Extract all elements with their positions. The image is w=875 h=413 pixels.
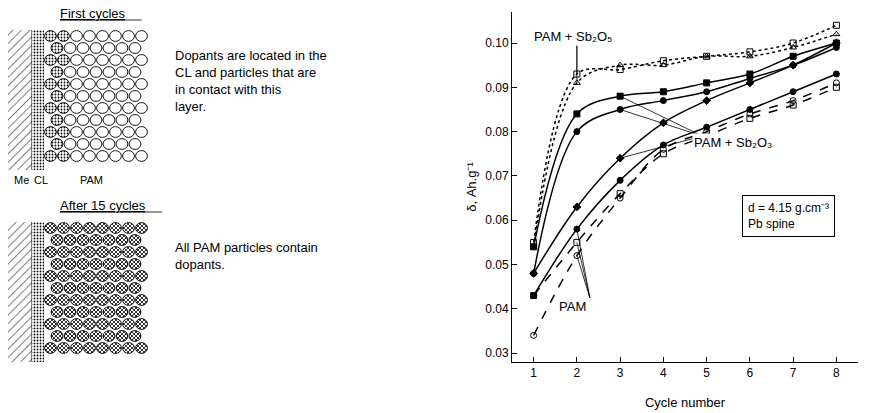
svg-text:dopants.: dopants. (175, 257, 225, 272)
svg-text:d = 4.15 g.cm⁻³Pb spine: d = 4.15 g.cm⁻³Pb spine (748, 201, 829, 231)
svg-text:6: 6 (747, 366, 754, 380)
svg-text:Me: Me (14, 174, 29, 186)
svg-text:PAM: PAM (80, 174, 103, 186)
svg-text:0.05: 0.05 (485, 258, 509, 272)
svg-text:Dopants are located in the: Dopants are located in the (175, 48, 327, 63)
svg-text:0.08: 0.08 (485, 125, 509, 139)
svg-text:PAM + Sb₂O₅: PAM + Sb₂O₅ (534, 29, 612, 44)
svg-text:0.07: 0.07 (485, 169, 509, 183)
svg-text:0.09: 0.09 (485, 81, 509, 95)
svg-text:0.04: 0.04 (485, 302, 509, 316)
svg-text:5: 5 (703, 366, 710, 380)
svg-text:3: 3 (617, 366, 624, 380)
svg-text:0.10: 0.10 (485, 36, 509, 50)
svg-text:Cycle number: Cycle number (645, 395, 726, 410)
svg-text:8: 8 (833, 366, 840, 380)
svg-text:0.06: 0.06 (485, 213, 509, 227)
svg-text:layer.: layer. (175, 99, 206, 114)
svg-text:First cycles: First cycles (60, 6, 126, 21)
svg-text:CL and particles that are: CL and particles that are (175, 65, 316, 80)
svg-text:in contact with this: in contact with this (175, 82, 282, 97)
svg-text:0.03: 0.03 (485, 346, 509, 360)
svg-text:7: 7 (790, 366, 797, 380)
svg-text:2: 2 (574, 366, 581, 380)
svg-text:After 15 cycles: After 15 cycles (60, 198, 146, 213)
svg-text:PAM + Sb₂O₃: PAM + Sb₂O₃ (694, 135, 772, 150)
svg-text:PAM: PAM (559, 299, 586, 314)
svg-text:CL: CL (34, 174, 48, 186)
svg-text:4: 4 (660, 366, 667, 380)
svg-text:1: 1 (530, 366, 537, 380)
svg-text:δ, Ah.g⁻¹: δ, Ah.g⁻¹ (464, 162, 479, 212)
svg-text:All PAM particles contain: All PAM particles contain (175, 240, 318, 255)
